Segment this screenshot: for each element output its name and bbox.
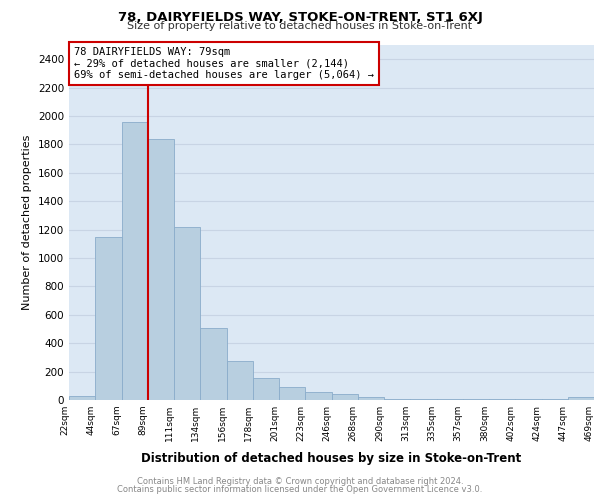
Bar (174, 227, 200, 400)
Text: Contains HM Land Registry data © Crown copyright and database right 2024.: Contains HM Land Registry data © Crown c… (137, 477, 463, 486)
Text: 78, DAIRYFIELDS WAY, STOKE-ON-TRENT, ST1 6XJ: 78, DAIRYFIELDS WAY, STOKE-ON-TRENT, ST1… (118, 11, 482, 24)
Bar (253, 378, 279, 400)
Text: 78 DAIRYFIELDS WAY: 79sqm
← 29% of detached houses are smaller (2,144)
69% of se: 78 DAIRYFIELDS WAY: 79sqm ← 29% of detac… (74, 47, 374, 80)
Bar (384, 398, 410, 400)
Y-axis label: Number of detached properties: Number of detached properties (22, 135, 32, 310)
Text: Contains public sector information licensed under the Open Government Licence v3: Contains public sector information licen… (118, 485, 482, 494)
Bar (200, 328, 227, 400)
Bar (95, 236, 121, 400)
Bar (568, 397, 594, 400)
Bar (279, 387, 305, 400)
Bar (69, 396, 95, 400)
Bar (331, 394, 358, 400)
Bar (121, 122, 148, 400)
Bar (227, 361, 253, 400)
Bar (358, 397, 384, 400)
Text: Size of property relative to detached houses in Stoke-on-Trent: Size of property relative to detached ho… (127, 21, 473, 31)
Bar (148, 138, 174, 400)
X-axis label: Distribution of detached houses by size in Stoke-on-Trent: Distribution of detached houses by size … (142, 452, 521, 466)
Bar (305, 392, 331, 400)
